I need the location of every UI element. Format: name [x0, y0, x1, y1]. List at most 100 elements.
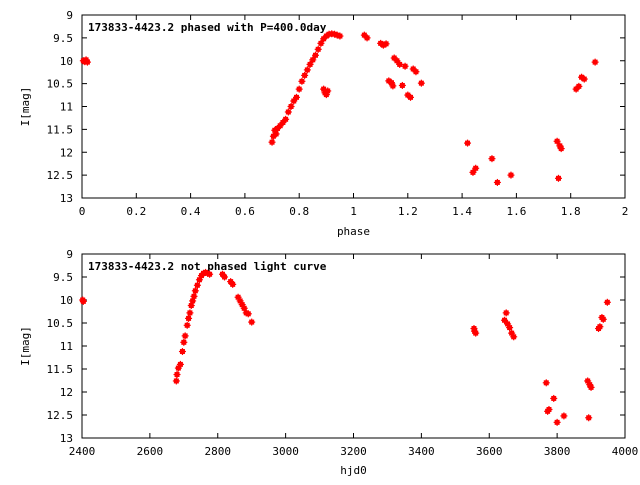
unphased-plot: 2400 2600 2800 3000 3200 3400 3600 3800 4000 9 9.5…: [19, 248, 638, 477]
data-point: [301, 71, 309, 79]
data-point: [292, 93, 300, 101]
x-tick-label: 3600: [476, 445, 503, 458]
data-point: [229, 280, 237, 288]
y-tick-label: 9: [66, 9, 73, 22]
y-tick-label: 10: [60, 294, 73, 307]
data-point: [186, 309, 194, 317]
phased-plot: 0 0.2 0.4 0.6 0.8 1 1.2 1.4 1.6 1.8 2 9 9.5 10 10.5 11 1…: [19, 9, 628, 238]
y-tick-label: 12: [60, 386, 73, 399]
data-point: [596, 323, 604, 331]
y-tick-label: 12.5: [47, 169, 74, 182]
y-tick-label: 9: [66, 248, 73, 261]
data-point: [472, 329, 480, 337]
data-point: [501, 316, 509, 324]
data-point: [311, 51, 319, 59]
data-point: [172, 377, 180, 385]
x-tick-label: 3200: [340, 445, 367, 458]
data-point: [287, 103, 295, 110]
data-point: [553, 137, 561, 145]
plot-title: 173833-4423.2 phased with P=400.0day: [88, 21, 327, 34]
data-point: [382, 40, 390, 48]
data-point: [185, 314, 193, 322]
data-point: [295, 85, 303, 93]
data-point: [83, 58, 91, 66]
x-axis-label: hjd0: [340, 464, 367, 477]
data-point: [591, 58, 599, 66]
x-tick-label: 4000: [612, 445, 639, 458]
data-point: [306, 60, 314, 68]
data-point: [363, 34, 371, 42]
x-tick-label: 0.8: [289, 205, 309, 218]
x-tick-label: 2: [622, 205, 629, 218]
data-point: [183, 321, 191, 329]
data-point: [244, 310, 252, 318]
y-axis-label: I[mag]: [19, 87, 32, 127]
data-point: [282, 115, 290, 123]
data-point: [575, 82, 583, 90]
data-point: [221, 273, 229, 281]
data-point: [401, 62, 409, 70]
data-point: [178, 348, 186, 356]
data-point: [79, 297, 87, 305]
y-tick-label: 11.5: [47, 123, 74, 136]
plot-frame: [81, 14, 626, 199]
data-point: [284, 108, 292, 116]
x-tick-label: 1.4: [452, 205, 472, 218]
x-tick-label: 2400: [69, 445, 96, 458]
data-point: [176, 360, 184, 368]
y-tick-label: 13: [60, 432, 73, 445]
x-tick-label: 3400: [408, 445, 435, 458]
data-point: [290, 97, 298, 105]
data-point: [553, 418, 561, 426]
data-point: [398, 81, 406, 89]
y-tick-label: 9.5: [53, 271, 73, 284]
x-tick-label: 1.8: [561, 205, 581, 218]
data-point: [393, 57, 401, 65]
data-point: [545, 405, 553, 413]
data-point: [510, 333, 518, 341]
y-tick-label: 10.5: [47, 78, 74, 91]
y-tick-label: 12: [60, 146, 73, 159]
data-point: [317, 39, 325, 47]
data-point: [324, 87, 332, 95]
data-point: [493, 178, 501, 186]
data-point: [502, 309, 510, 317]
data-point: [469, 168, 477, 176]
x-tick-label: 0.4: [181, 205, 201, 218]
data-point: [585, 414, 593, 422]
data-point: [542, 379, 550, 387]
data-point: [181, 332, 189, 340]
data-point: [193, 281, 201, 289]
data-point: [464, 139, 472, 147]
y-tick-label: 11: [60, 101, 73, 114]
x-tick-label: 1: [350, 205, 357, 218]
data-point: [206, 270, 214, 278]
data-point: [407, 93, 415, 101]
plot-frame: [81, 253, 626, 439]
y-tick-label: 9.5: [53, 32, 73, 45]
data-point: [557, 145, 565, 153]
data-point: [268, 138, 276, 146]
data-point: [507, 171, 515, 179]
x-tick-label: 2800: [205, 445, 232, 458]
data-point: [599, 315, 607, 323]
data-point: [396, 60, 404, 68]
x-tick-label: 1.6: [506, 205, 526, 218]
plot-title: 173833-4423.2 not phased light curve: [88, 260, 327, 273]
y-tick-label: 10: [60, 55, 73, 68]
data-point: [336, 32, 344, 40]
data-point: [488, 155, 496, 163]
data-point: [550, 394, 558, 402]
data-point: [417, 79, 425, 87]
x-tick-label: 0.6: [235, 205, 255, 218]
data-point: [314, 45, 322, 53]
data-point: [191, 287, 199, 295]
y-tick-label: 11.5: [47, 363, 74, 376]
data-point: [389, 82, 397, 90]
data-point: [298, 77, 306, 85]
data-point: [272, 130, 280, 138]
y-tick-label: 13: [60, 192, 73, 205]
data-point: [180, 338, 188, 346]
